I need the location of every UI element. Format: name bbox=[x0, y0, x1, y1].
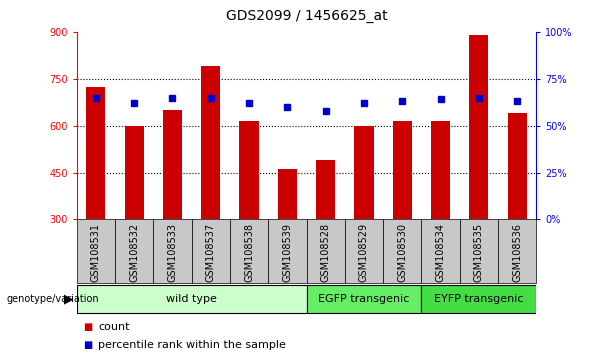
Text: percentile rank within the sample: percentile rank within the sample bbox=[98, 340, 286, 350]
Bar bbox=[498, 219, 536, 283]
Text: GSM108536: GSM108536 bbox=[512, 223, 522, 282]
Bar bbox=[354, 126, 373, 219]
Text: GSM108528: GSM108528 bbox=[321, 223, 330, 282]
Text: GSM108535: GSM108535 bbox=[474, 223, 484, 282]
Text: GSM108530: GSM108530 bbox=[397, 223, 407, 282]
Bar bbox=[86, 87, 105, 219]
Text: GSM108538: GSM108538 bbox=[244, 223, 254, 282]
Bar bbox=[508, 113, 527, 219]
Text: GSM108533: GSM108533 bbox=[167, 223, 177, 282]
Bar bbox=[316, 160, 335, 219]
Bar bbox=[115, 219, 153, 283]
Bar bbox=[470, 35, 489, 219]
Bar bbox=[383, 219, 422, 283]
Bar bbox=[422, 219, 460, 283]
Text: GSM108537: GSM108537 bbox=[206, 223, 216, 282]
Text: genotype/variation: genotype/variation bbox=[6, 294, 99, 304]
Bar bbox=[124, 126, 143, 219]
Bar bbox=[77, 285, 306, 314]
Bar bbox=[268, 219, 306, 283]
Bar bbox=[422, 285, 536, 314]
Bar bbox=[153, 219, 191, 283]
Text: GSM108539: GSM108539 bbox=[283, 223, 292, 282]
Text: ▶: ▶ bbox=[64, 293, 74, 306]
Bar bbox=[306, 285, 422, 314]
Text: GSM108531: GSM108531 bbox=[91, 223, 101, 282]
Bar bbox=[345, 219, 383, 283]
Bar bbox=[191, 219, 230, 283]
Text: GSM108534: GSM108534 bbox=[436, 223, 446, 282]
Text: GSM108532: GSM108532 bbox=[129, 223, 139, 282]
Bar bbox=[201, 66, 220, 219]
Bar bbox=[393, 121, 412, 219]
Text: ■: ■ bbox=[83, 340, 92, 350]
Text: EGFP transgenic: EGFP transgenic bbox=[318, 294, 409, 304]
Text: wild type: wild type bbox=[166, 294, 217, 304]
Text: GSM108529: GSM108529 bbox=[359, 223, 369, 282]
Bar bbox=[431, 121, 450, 219]
Bar bbox=[163, 110, 182, 219]
Text: count: count bbox=[98, 322, 129, 332]
Bar bbox=[460, 219, 498, 283]
Bar bbox=[77, 219, 115, 283]
Bar bbox=[306, 219, 345, 283]
Text: EYFP transgenic: EYFP transgenic bbox=[434, 294, 524, 304]
Bar bbox=[230, 219, 268, 283]
Text: ■: ■ bbox=[83, 322, 92, 332]
Bar bbox=[240, 121, 259, 219]
Bar bbox=[278, 170, 297, 219]
Text: GDS2099 / 1456625_at: GDS2099 / 1456625_at bbox=[226, 9, 387, 23]
